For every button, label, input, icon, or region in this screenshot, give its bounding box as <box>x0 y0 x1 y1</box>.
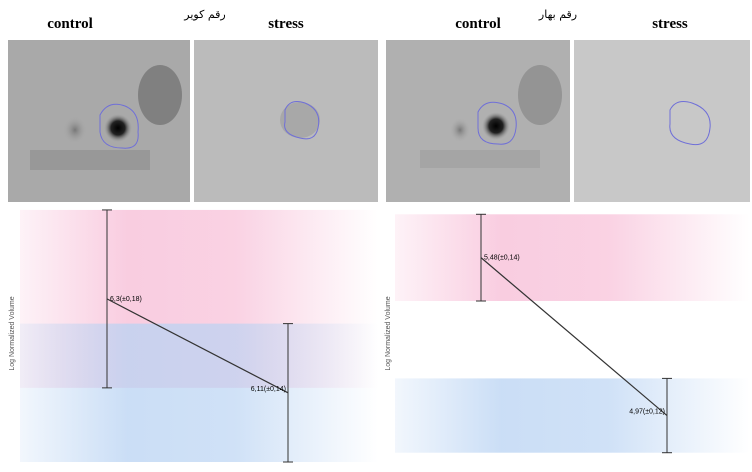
data-label: 4,97(±0,12) <box>629 409 665 416</box>
error-band <box>395 214 750 301</box>
data-label: 5,48(±0,14) <box>484 255 520 262</box>
data-label: 6,3(±0,18) <box>110 296 142 303</box>
panel-label: control <box>47 16 93 32</box>
error-band <box>395 378 750 452</box>
y-axis-label: Log Normalized Volume <box>9 296 16 370</box>
panel-label: stress <box>652 16 688 32</box>
figure: control stress رقم کویر Log Normalized Volu… <box>0 0 752 472</box>
panel-label: control <box>455 16 501 32</box>
data-label: 6,11(±0,14) <box>251 386 286 393</box>
gel-image <box>574 40 750 202</box>
error-band <box>20 324 378 462</box>
y-axis-label: Log Normalized Volume <box>385 296 392 370</box>
cultivar-label: رقم کویر <box>183 8 225 21</box>
cultivar-label: رقم بهار <box>538 8 577 21</box>
panel-label: stress <box>268 16 304 32</box>
gel-image <box>194 40 378 202</box>
gel-image <box>8 40 190 202</box>
gel-image <box>386 40 570 202</box>
